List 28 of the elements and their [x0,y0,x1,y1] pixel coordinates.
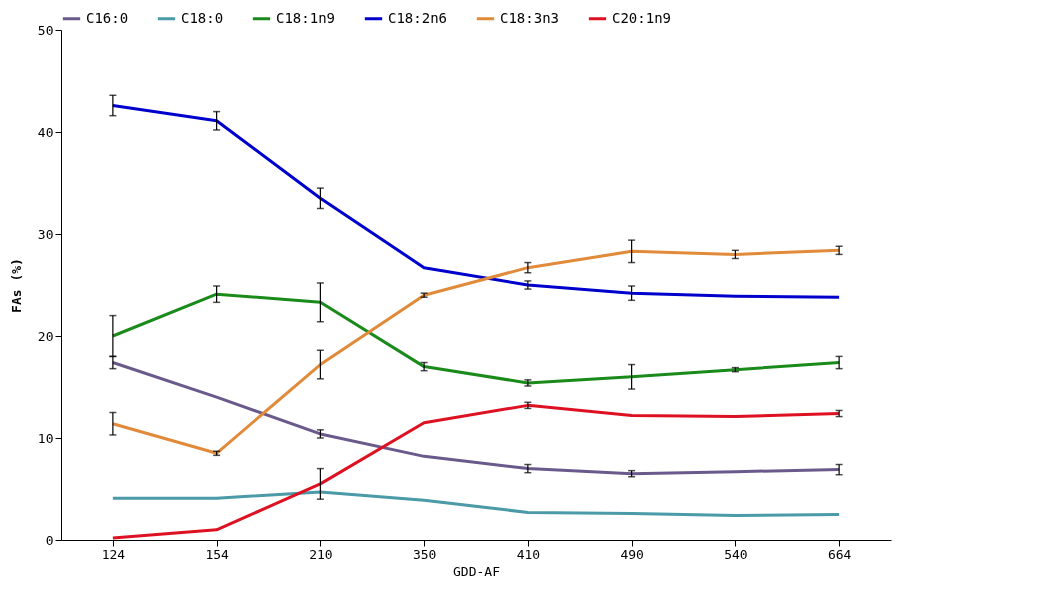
legend-label: C18:3n3 [500,9,560,26]
y-tick-label: 0 [45,532,54,548]
x-tick-label: 540 [724,546,748,562]
x-axis-title: GDD-AF [453,563,501,579]
line-series [111,403,841,540]
x-tick-label: 410 [516,546,541,562]
y-axis-title: FAs (%) [8,258,24,313]
line-series [111,103,841,299]
y-tick-label: 50 [37,22,54,38]
line-series [111,361,841,476]
legend-label: C16:0 [86,9,129,26]
x-tick-label: 664 [827,546,852,562]
legend-label: C18:0 [181,9,224,26]
x-tick-label: 350 [412,546,437,562]
x-tick-label: 154 [205,546,230,562]
legend-label: C20:1n9 [612,9,672,26]
x-tick-label: 124 [101,546,126,562]
line-series [111,292,841,385]
x-tick-label: 490 [620,546,644,562]
legend-label: C18:1n9 [276,9,336,26]
x-tick-label: 210 [309,546,333,562]
y-tick-label: 40 [37,124,54,140]
legend-label: C18:2n6 [388,9,448,26]
line-series [111,248,841,455]
line-series [111,490,841,518]
y-tick-label: 20 [37,328,54,344]
y-tick-label: 10 [37,430,54,446]
y-tick-label: 30 [37,226,54,242]
